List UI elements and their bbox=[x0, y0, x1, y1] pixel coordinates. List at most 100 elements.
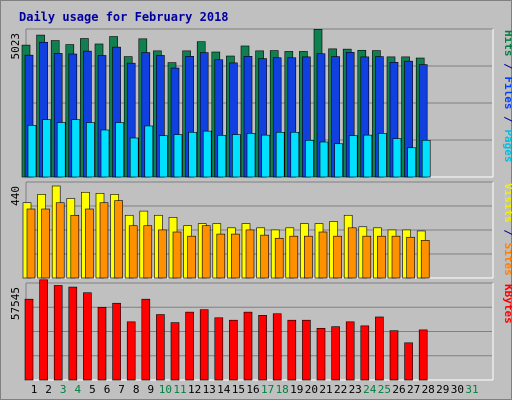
bar-sites-day-24 bbox=[362, 235, 372, 279]
bar-sites-day-9 bbox=[143, 225, 153, 279]
bar-kbytes-day-14 bbox=[214, 317, 224, 381]
bar-kbytes-day-12 bbox=[185, 311, 194, 381]
bar-pages-day-24 bbox=[363, 134, 373, 178]
bar-kbytes-day-11 bbox=[170, 322, 180, 381]
bar-pages-day-9 bbox=[144, 125, 154, 178]
bar-kbytes-day-7 bbox=[112, 302, 121, 381]
bar-pages-day-6 bbox=[100, 129, 110, 178]
x-tick-label-day-22: 22 bbox=[334, 383, 347, 396]
bar-kbytes-day-5 bbox=[83, 292, 92, 381]
bar-sites-day-6 bbox=[99, 202, 109, 279]
bar-kbytes-day-10 bbox=[156, 314, 165, 381]
x-tick-label-day-31: 31 bbox=[465, 383, 478, 396]
x-tick-label-day-3: 3 bbox=[60, 383, 67, 396]
bar-kbytes-day-2 bbox=[39, 279, 48, 381]
bar-kbytes-day-20 bbox=[302, 319, 311, 381]
x-tick-label-day-9: 9 bbox=[147, 383, 154, 396]
bar-sites-day-11 bbox=[172, 231, 182, 279]
bar-pages-day-19 bbox=[290, 131, 300, 178]
x-tick-label-day-11: 11 bbox=[173, 383, 186, 396]
bar-pages-day-10 bbox=[159, 135, 168, 178]
panel-visits-legend: Visits / Sites bbox=[502, 183, 512, 276]
bar-pages-day-28 bbox=[421, 140, 431, 178]
bar-kbytes-day-27 bbox=[404, 342, 413, 381]
bar-pages-day-21 bbox=[319, 141, 329, 178]
x-tick-label-day-29: 29 bbox=[436, 383, 449, 396]
x-tick-label-day-8: 8 bbox=[133, 383, 140, 396]
bar-pages-day-4 bbox=[71, 119, 81, 178]
bar-pages-day-7 bbox=[115, 122, 124, 178]
bar-sites-day-7 bbox=[114, 200, 123, 279]
panel-kbytes-legend: KBytes bbox=[502, 284, 512, 324]
legend-entry: Hits bbox=[502, 30, 512, 57]
x-tick-label-day-30: 30 bbox=[451, 383, 464, 396]
bar-pages-day-23 bbox=[348, 135, 358, 178]
x-tick-label-day-13: 13 bbox=[203, 383, 216, 396]
x-tick-label-day-24: 24 bbox=[363, 383, 377, 396]
panel-hits-legend: Hits / Files / Pages bbox=[502, 30, 512, 163]
bar-sites-day-23 bbox=[347, 227, 357, 279]
bar-pages-day-27 bbox=[407, 147, 416, 178]
bar-pages-day-14 bbox=[217, 135, 227, 178]
bar-pages-day-25 bbox=[378, 133, 387, 178]
x-tick-label-day-25: 25 bbox=[378, 383, 391, 396]
bar-pages-day-1 bbox=[27, 125, 37, 178]
bar-sites-day-10 bbox=[158, 229, 167, 279]
bar-sites-day-5 bbox=[85, 208, 94, 279]
bar-sites-day-26 bbox=[391, 235, 401, 279]
panel-kbytes-max-label: 57545 bbox=[9, 287, 22, 320]
bar-kbytes-day-6 bbox=[97, 306, 107, 381]
bar-pages-day-8 bbox=[129, 137, 139, 178]
bar-kbytes-day-22 bbox=[331, 326, 340, 381]
bar-sites-day-8 bbox=[128, 225, 138, 279]
x-tick-label-day-10: 10 bbox=[159, 383, 172, 396]
bar-pages-day-13 bbox=[202, 130, 212, 178]
x-tick-label-day-1: 1 bbox=[31, 383, 38, 396]
legend-entry: KBytes bbox=[502, 284, 512, 324]
x-tick-label-day-26: 26 bbox=[392, 383, 405, 396]
legend-entry: Files bbox=[502, 76, 512, 109]
x-tick-label-day-12: 12 bbox=[188, 383, 201, 396]
x-tick-label-day-19: 19 bbox=[290, 383, 303, 396]
bar-pages-day-3 bbox=[56, 122, 66, 178]
x-tick-label-day-7: 7 bbox=[118, 383, 125, 396]
bar-sites-day-18 bbox=[274, 237, 284, 279]
x-tick-label-day-2: 2 bbox=[45, 383, 52, 396]
bar-kbytes-day-25 bbox=[375, 316, 384, 381]
chart-title: Daily usage for February 2018 bbox=[19, 10, 229, 24]
x-tick-label-day-6: 6 bbox=[104, 383, 111, 396]
legend-entry: / bbox=[502, 110, 512, 130]
bar-pages-day-20 bbox=[305, 140, 314, 178]
bar-kbytes-day-15 bbox=[229, 319, 238, 381]
bar-pages-day-17 bbox=[261, 134, 270, 178]
bar-sites-day-16 bbox=[245, 229, 255, 279]
bar-pages-day-5 bbox=[86, 122, 95, 178]
bar-sites-day-14 bbox=[216, 233, 226, 279]
x-tick-label-day-16: 16 bbox=[246, 383, 259, 396]
legend-entry: Visits bbox=[502, 183, 512, 223]
bar-pages-day-18 bbox=[275, 131, 285, 178]
bar-pages-day-12 bbox=[188, 131, 197, 178]
panel-hits-max-label: 5023 bbox=[9, 33, 22, 60]
x-tick-label-day-18: 18 bbox=[276, 383, 289, 396]
bar-sites-day-27 bbox=[406, 236, 415, 279]
bar-kbytes-day-17 bbox=[258, 315, 267, 381]
bar-kbytes-day-21 bbox=[316, 327, 326, 381]
x-tick-label-day-15: 15 bbox=[232, 383, 245, 396]
bar-pages-day-15 bbox=[232, 134, 241, 178]
x-tick-label-day-14: 14 bbox=[217, 383, 231, 396]
legend-entry: Sites bbox=[502, 243, 512, 276]
bar-sites-day-12 bbox=[187, 235, 196, 279]
bar-kbytes-day-28 bbox=[418, 329, 428, 381]
legend-entry: Pages bbox=[502, 129, 512, 162]
legend-entry: / bbox=[502, 223, 512, 243]
bar-sites-day-22 bbox=[333, 235, 342, 279]
bar-kbytes-day-1 bbox=[24, 298, 34, 381]
bar-sites-day-25 bbox=[377, 235, 386, 279]
bar-pages-day-26 bbox=[392, 138, 402, 178]
bar-kbytes-day-8 bbox=[126, 321, 136, 381]
panel-visits-max-label: 440 bbox=[9, 186, 22, 206]
bar-pages-day-11 bbox=[173, 134, 183, 178]
